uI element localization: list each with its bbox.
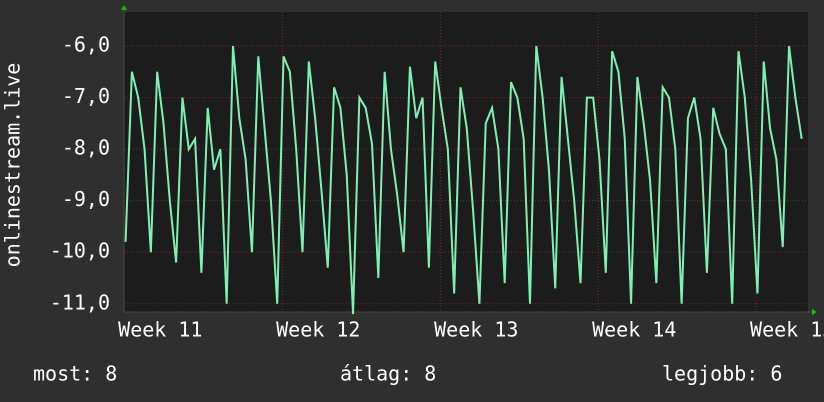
x-tick-label: Week 14 [592,318,676,342]
y-axis-title: onlinestream.live [1,63,25,268]
axis-arrow [812,309,817,315]
axis-arrow [121,5,127,10]
y-tick-label: -9,0 [62,187,110,211]
y-tick-label: -6,0 [62,33,110,57]
y-tick-label: -7,0 [62,84,110,108]
x-tick-label: Week 11 [118,318,202,342]
stat-best: legjobb: 6 [662,362,782,386]
x-tick-label: Week 12 [276,318,360,342]
stat-current: most: 8 [33,362,117,386]
y-tick-label: -8,0 [62,136,110,160]
y-tick-label: -10,0 [50,239,110,263]
x-tick-label: Week 13 [434,318,518,342]
x-tick-label: Week 15 [750,318,824,342]
y-tick-label: -11,0 [50,290,110,314]
line-series [124,45,803,315]
stat-average: átlag: 8 [340,362,436,386]
plot-area [124,12,808,312]
